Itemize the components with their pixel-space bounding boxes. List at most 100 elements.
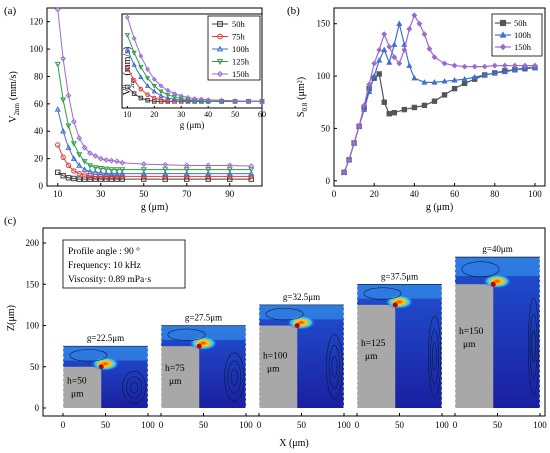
- streamline: [265, 308, 304, 321]
- data-point-b-100h: [441, 78, 448, 84]
- data-point-a-75h: [81, 172, 88, 178]
- data-point-a-100h: [97, 169, 104, 176]
- annotation-profile-angle: Profile angle : 90 °: [68, 246, 140, 257]
- height-unit: μm: [267, 365, 280, 375]
- legend-label-a: 125h: [232, 57, 250, 67]
- height-label: h=125: [361, 339, 386, 349]
- data-point-a-100h: [119, 170, 126, 176]
- data-point-a-50h: [98, 176, 104, 182]
- legend-label-a: 150h: [232, 69, 250, 79]
- data-point-a-150h: [54, 6, 61, 13]
- streamline: [230, 368, 238, 386]
- inset-data-point-75h: [152, 95, 157, 101]
- x-tick-label-c: 50: [297, 420, 307, 430]
- data-point-b-100h: [511, 66, 518, 73]
- y-tick-label-a: 60: [34, 99, 44, 109]
- streamline: [363, 287, 402, 300]
- height-label: h=100: [263, 352, 288, 362]
- data-point-b-150h: [421, 31, 428, 38]
- streamline: [531, 329, 536, 363]
- inset-data-point-150h: [198, 96, 204, 102]
- data-point-a-150h: [92, 152, 99, 159]
- data-point-a-100h: [54, 106, 61, 112]
- streamline: [126, 376, 143, 399]
- x-tick-label-b: 0: [332, 189, 337, 199]
- streamline: [326, 334, 343, 400]
- legend-marker-a: [216, 59, 224, 65]
- inset-data-point-100h: [165, 95, 171, 100]
- data-point-b-150h: [532, 62, 538, 69]
- data-point-a-100h: [140, 170, 147, 176]
- inset-data-point-75h: [131, 78, 137, 83]
- inset-data-point-75h: [138, 86, 144, 92]
- data-point-a-75h: [71, 168, 77, 174]
- x-axis-label-c: X (μm): [279, 438, 309, 449]
- data-point-b-150h: [441, 60, 448, 67]
- hotspot-core: [392, 302, 398, 308]
- x-tick-label-c: 100: [435, 420, 449, 430]
- plot-frame-c: [42, 227, 546, 417]
- x-tick-label-b: 60: [450, 189, 460, 199]
- streamline: [428, 315, 442, 397]
- height-unit: μm: [463, 340, 476, 350]
- solid-step: [259, 325, 298, 408]
- data-point-a-100h: [70, 155, 77, 161]
- inset-data-point-50h: [131, 91, 137, 96]
- data-point-b-50h: [451, 85, 458, 92]
- inset-data-point-150h: [171, 91, 178, 97]
- legend-marker-a: [217, 33, 223, 40]
- panel-label-b: (b): [287, 5, 300, 17]
- data-point-b-50h: [381, 99, 387, 105]
- data-point-b-150h: [376, 46, 383, 53]
- legend-marker-a: [216, 70, 224, 78]
- data-point-b-100h: [481, 71, 488, 78]
- sim-panel-2: 0 50 100 g=27.5μm h=75 μm: [159, 313, 254, 431]
- streamline: [130, 381, 139, 394]
- data-point-a-125h: [60, 97, 67, 103]
- data-point-a-75h: [119, 173, 125, 180]
- x-axis-label-a: g (μm): [141, 202, 168, 213]
- data-point-b-150h: [511, 62, 518, 69]
- data-point-a-100h: [205, 170, 212, 176]
- y-tick-label-a: 100: [30, 44, 44, 54]
- data-point-a-75h: [60, 154, 66, 160]
- data-point-b-150h: [451, 62, 458, 69]
- y-tick-label-b: 50: [321, 123, 331, 133]
- y-tick-label-c: 50: [30, 362, 40, 372]
- data-point-a-75h: [98, 173, 104, 180]
- data-point-a-125h: [92, 165, 99, 171]
- data-point-b-150h: [481, 63, 488, 70]
- height-unit: μm: [169, 377, 182, 387]
- series-line-b-50h: [343, 67, 536, 173]
- data-point-a-100h: [92, 169, 99, 175]
- data-point-a-125h: [81, 159, 88, 165]
- data-point-a-125h: [103, 166, 110, 173]
- data-point-a-100h: [60, 128, 67, 134]
- x-tick-label-c: 100: [337, 420, 351, 430]
- data-point-b-150h: [366, 81, 373, 88]
- data-point-b-150h: [416, 20, 423, 27]
- data-point-a-100h: [162, 170, 169, 176]
- data-point-b-50h: [391, 110, 397, 116]
- data-point-a-50h: [92, 176, 99, 182]
- inset-data-point-100h: [171, 96, 178, 102]
- inset-data-point-100h: [158, 93, 164, 98]
- data-point-a-125h: [119, 167, 126, 173]
- data-point-a-75h: [141, 173, 147, 180]
- x-axis-label-b: g (μm): [426, 202, 453, 213]
- data-point-b-100h: [501, 68, 508, 75]
- data-point-a-50h: [55, 169, 61, 176]
- data-point-b-100h: [421, 79, 428, 85]
- inset-data-point-125h: [151, 83, 157, 89]
- data-point-b-100h: [386, 59, 393, 65]
- data-point-a-125h: [140, 167, 147, 173]
- data-point-a-75h: [162, 173, 168, 180]
- data-point-b-150h: [426, 45, 433, 52]
- data-point-a-75h: [114, 173, 120, 180]
- data-point-b-150h: [346, 156, 352, 163]
- legend-label-a: 100h: [232, 44, 250, 54]
- data-point-b-150h: [381, 31, 388, 38]
- data-point-a-125h: [97, 165, 104, 172]
- x-tick-label-a: 90: [225, 189, 235, 199]
- data-point-a-125h: [54, 61, 61, 68]
